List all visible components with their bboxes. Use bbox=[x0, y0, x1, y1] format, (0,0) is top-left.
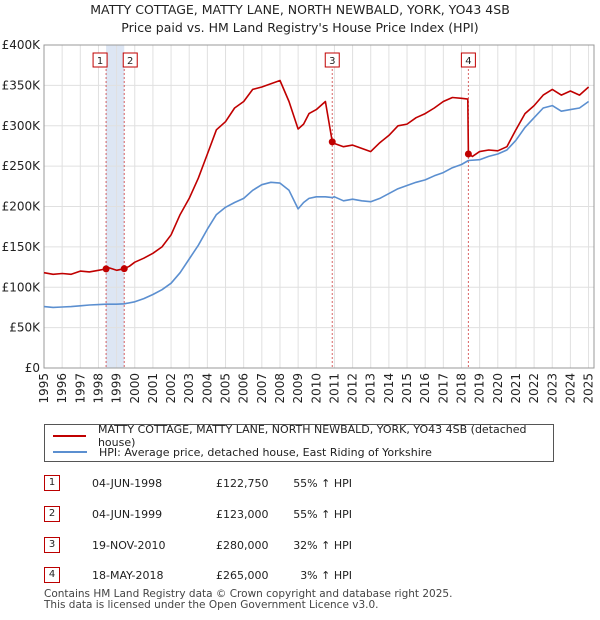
legend: MATTY COTTAGE, MATTY LANE, NORTH NEWBALD… bbox=[44, 423, 554, 462]
x-tick-label: 2009 bbox=[291, 373, 305, 404]
sale-price: £123,000 bbox=[216, 508, 269, 521]
x-tick-label: 1996 bbox=[55, 373, 69, 404]
legend-label-hpi: HPI: Average price, detached house, East… bbox=[99, 445, 432, 459]
y-tick-label: £150K bbox=[2, 240, 42, 254]
sale-label-box bbox=[122, 52, 138, 68]
sale-row: 2 04-JUN-1999 £123,000 55% ↑ HPI bbox=[44, 506, 564, 522]
x-tick-label: 2019 bbox=[473, 373, 487, 404]
series-line-property bbox=[43, 79, 590, 276]
sale-date: 04-JUN-1998 bbox=[92, 477, 163, 490]
x-tick-label: 2017 bbox=[436, 373, 450, 404]
y-tick-label: £0 bbox=[25, 361, 40, 375]
legend-line-property bbox=[53, 435, 86, 437]
sale-point bbox=[102, 265, 110, 273]
legend-line-hpi bbox=[53, 451, 87, 453]
sale-price: £280,000 bbox=[216, 539, 269, 552]
sale-point bbox=[464, 150, 472, 158]
x-tick-label: 2005 bbox=[219, 373, 233, 404]
legend-item-property: MATTY COTTAGE, MATTY LANE, NORTH NEWBALD… bbox=[53, 423, 553, 449]
x-tick-label: 1998 bbox=[91, 373, 105, 404]
footer: Contains HM Land Registry data © Crown c… bbox=[44, 589, 452, 611]
x-tick-label: 2004 bbox=[200, 373, 214, 404]
sale-label-box bbox=[324, 52, 340, 68]
y-tick-label: £250K bbox=[2, 159, 42, 173]
sale-row: 4 18-MAY-2018 £265,000 3% ↑ HPI bbox=[44, 567, 564, 583]
sale-badge: 3 bbox=[44, 537, 60, 553]
chart-subtitle: Price paid vs. HM Land Registry's House … bbox=[121, 20, 479, 35]
series-line-hpi bbox=[43, 100, 590, 309]
sale-hpi-change: 32% ↑ HPI bbox=[293, 539, 352, 552]
y-tick-label: £350K bbox=[2, 78, 42, 92]
sale-point bbox=[328, 138, 336, 146]
x-tick-label: 2022 bbox=[527, 373, 541, 404]
x-tick-label: 2018 bbox=[454, 373, 468, 404]
sale-label: 4 bbox=[465, 56, 471, 67]
sale-row: 1 04-JUN-1998 £122,750 55% ↑ HPI bbox=[44, 475, 564, 491]
x-tick-label: 1995 bbox=[37, 373, 51, 404]
sale-label: 2 bbox=[127, 56, 133, 67]
sale-price: £265,000 bbox=[216, 569, 269, 582]
x-tick-label: 1997 bbox=[73, 373, 87, 404]
sale-label-box bbox=[92, 52, 108, 68]
x-tick-label: 2012 bbox=[346, 373, 360, 404]
sale-label: 1 bbox=[97, 56, 103, 67]
x-tick-label: 2023 bbox=[545, 373, 559, 404]
sale-price: £122,750 bbox=[216, 477, 269, 490]
x-tick-label: 2014 bbox=[382, 373, 396, 404]
x-tick-label: 2016 bbox=[418, 373, 432, 404]
sale-badge: 1 bbox=[44, 475, 60, 491]
x-tick-label: 2001 bbox=[146, 373, 160, 404]
sale-date: 04-JUN-1999 bbox=[92, 508, 163, 521]
x-tick-label: 2008 bbox=[273, 373, 287, 404]
y-tick-label: £300K bbox=[2, 119, 42, 133]
y-tick-label: £200K bbox=[2, 200, 42, 214]
x-tick-label: 2002 bbox=[164, 373, 178, 404]
x-tick-label: 2025 bbox=[582, 373, 596, 404]
sale-label-box bbox=[460, 52, 476, 68]
sale-hpi-change: 55% ↑ HPI bbox=[293, 477, 352, 490]
y-tick-label: £50K bbox=[9, 321, 41, 335]
sale-date: 19-NOV-2010 bbox=[92, 539, 166, 552]
x-tick-label: 2010 bbox=[309, 373, 323, 404]
footer-line-1: Contains HM Land Registry data © Crown c… bbox=[44, 588, 453, 600]
x-tick-label: 2013 bbox=[364, 373, 378, 404]
x-tick-label: 2006 bbox=[237, 373, 251, 404]
x-tick-label: 1999 bbox=[110, 373, 124, 404]
x-tick-label: 2020 bbox=[491, 373, 505, 404]
x-tick-label: 2015 bbox=[400, 373, 414, 404]
sale-row: 3 19-NOV-2010 £280,000 32% ↑ HPI bbox=[44, 537, 564, 553]
chart-title: MATTY COTTAGE, MATTY LANE, NORTH NEWBALD… bbox=[90, 2, 510, 17]
y-tick-label: £100K bbox=[2, 280, 42, 294]
sale-badge: 2 bbox=[44, 506, 60, 522]
sale-label: 3 bbox=[329, 56, 335, 67]
plot-frame bbox=[43, 44, 595, 369]
y-tick-label: £400K bbox=[2, 38, 42, 52]
x-tick-label: 2007 bbox=[255, 373, 269, 404]
x-tick-label: 2024 bbox=[563, 373, 577, 404]
price-chart: £0 £50K £100K £150K £200K £250K £300K £350K £400… bbox=[2, 38, 596, 404]
legend-label-property: MATTY COTTAGE, MATTY LANE, NORTH NEWBALD… bbox=[97, 423, 527, 449]
x-tick-label: 2011 bbox=[327, 373, 341, 404]
x-tick-label: 2003 bbox=[182, 373, 196, 404]
legend-item-hpi: HPI: Average price, detached house, East… bbox=[53, 444, 432, 460]
sale-point bbox=[120, 265, 128, 273]
x-tick-label: 2000 bbox=[128, 373, 142, 404]
sale-hpi-change: 3% ↑ HPI bbox=[300, 569, 352, 582]
x-tick-label: 2021 bbox=[509, 373, 523, 404]
footer-line-2: This data is licensed under the Open Gov… bbox=[44, 599, 379, 611]
sale-badge: 4 bbox=[44, 567, 60, 583]
sale-hpi-change: 55% ↑ HPI bbox=[293, 508, 352, 521]
sale-date: 18-MAY-2018 bbox=[92, 569, 164, 582]
